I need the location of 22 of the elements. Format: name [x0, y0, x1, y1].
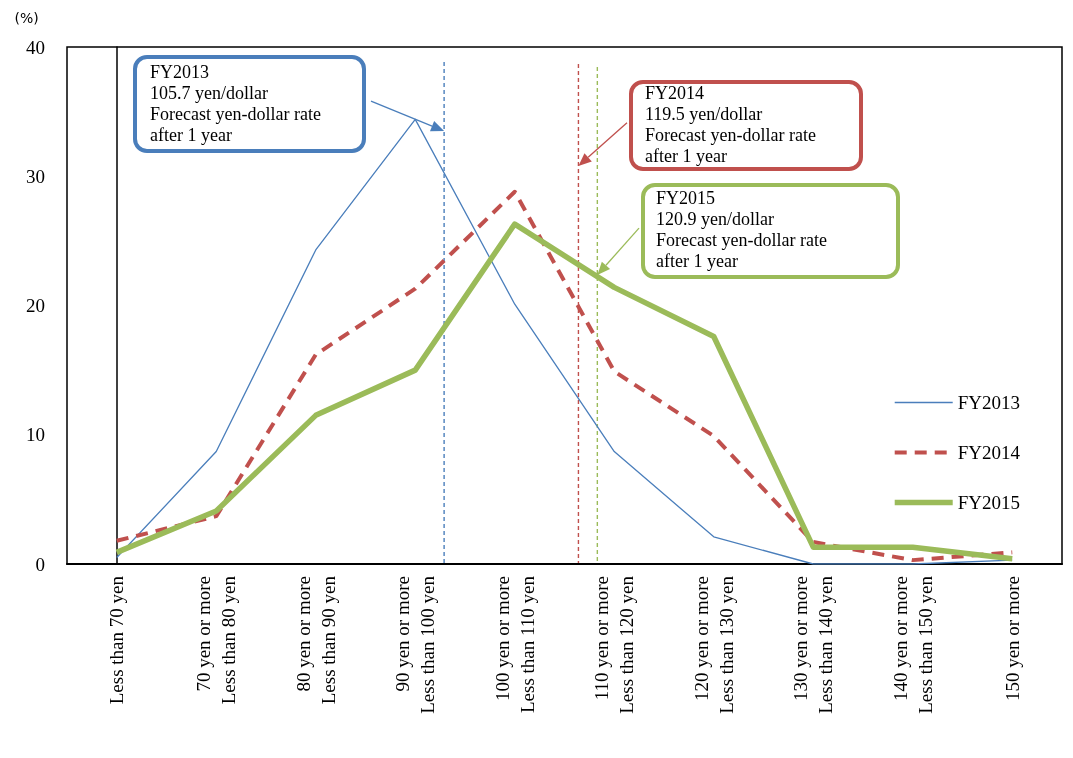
y-axis-title: (%) — [14, 10, 39, 26]
y-tick-label: 20 — [26, 295, 45, 316]
x-tick-label: 100 yen or more Less than 110 yen — [491, 575, 538, 714]
x-tick-label: 110 yen or more Less than 120 yen — [591, 575, 638, 714]
annotation: FY2014 119.5 yen/dollar Forecast yen-dollar rate after 1 year — [645, 83, 816, 167]
annotation: FY2015 120.9 yen/dollar Forecast yen-dollar rate after 1 year — [656, 188, 827, 272]
legend-label: FY2015 — [957, 492, 1021, 513]
annotation: FY2013 105.7 yen/dollar Forecast yen-dollar rate after 1 year — [150, 62, 321, 146]
x-tick-label: 90 yen or more Less than 100 yen — [392, 575, 439, 714]
y-tick-label: 40 — [26, 36, 45, 58]
legend-label: FY2014 — [957, 442, 1021, 463]
x-tick-label: 150 yen or more — [1001, 576, 1023, 702]
x-tick-label: 130 yen or more Less than 140 yen — [790, 575, 837, 714]
y-tick-label: 10 — [26, 424, 45, 446]
y-tick-label: 30 — [26, 165, 45, 187]
x-tick-label: 120 yen or more Less than 130 yen — [690, 575, 737, 714]
x-tick-label: 80 yen or more Less than 90 yen — [292, 575, 339, 705]
x-tick-label: Less than 70 yen — [106, 575, 128, 705]
legend-label: FY2013 — [957, 392, 1021, 413]
y-tick-label: 0 — [35, 553, 45, 575]
x-tick-label: 140 yen or more Less than 150 yen — [889, 575, 936, 714]
x-tick-label: 70 yen or more Less than 80 yen — [193, 575, 240, 705]
